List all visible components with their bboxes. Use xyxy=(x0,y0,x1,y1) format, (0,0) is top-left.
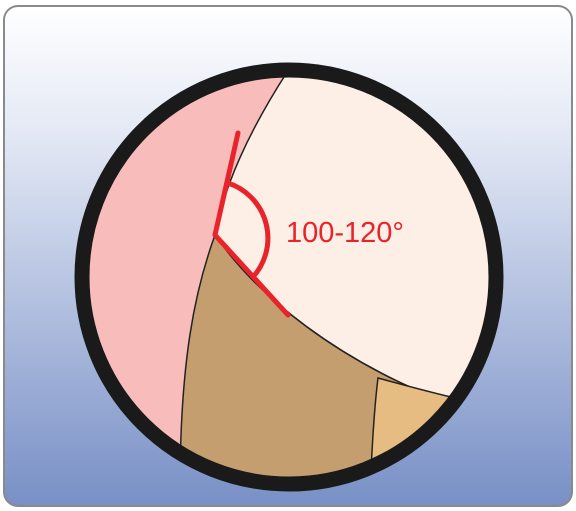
angle-label: 100-120° xyxy=(286,217,404,249)
angle-lines xyxy=(212,130,291,318)
angle-arc xyxy=(227,180,271,280)
ring xyxy=(74,62,504,492)
